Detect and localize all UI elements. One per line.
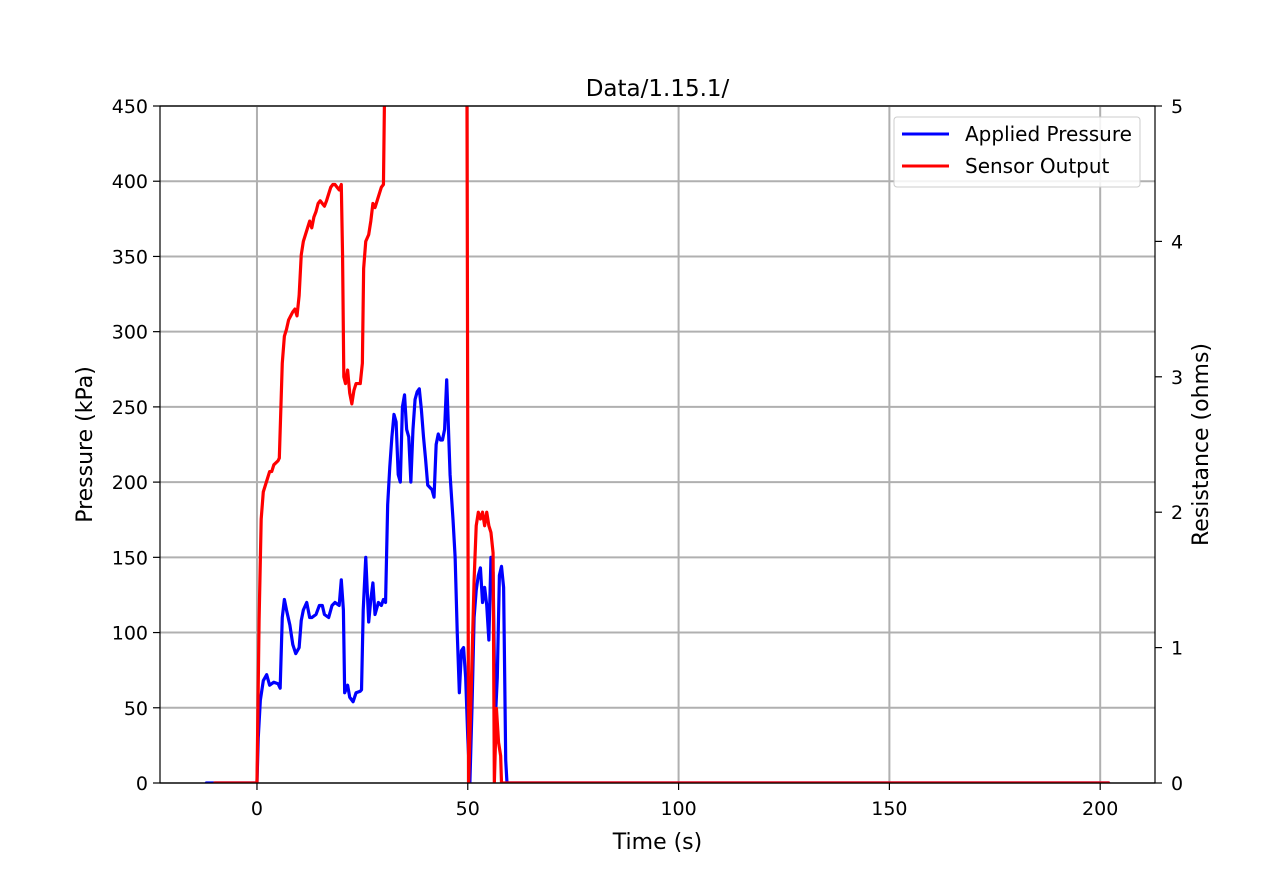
legend-label-sensor-output: Sensor Output (965, 154, 1110, 178)
y2-axis-label: Resistance (ohms) (1189, 343, 1214, 546)
plot-frame (159, 105, 1156, 784)
y-tick-label: 0 (136, 773, 148, 795)
series-line-sensor-output (213, 106, 1111, 783)
y2-tick-label: 3 (1171, 367, 1183, 389)
x-tick-label: 200 (1082, 798, 1118, 820)
y2-tick-label: 5 (1171, 96, 1183, 118)
y-tick-label: 450 (112, 96, 148, 118)
y-tick-label: 150 (112, 547, 148, 569)
x-tick-label: 50 (456, 798, 480, 820)
x-tick-label: 0 (251, 798, 263, 820)
y-tick-label: 300 (112, 322, 148, 344)
y2-tick-label: 0 (1171, 773, 1183, 795)
y-tick-label: 200 (112, 472, 148, 494)
y-tick-label: 50 (124, 698, 148, 720)
y2-tick-label: 2 (1171, 502, 1183, 524)
y2-axis-ticks: 0 1 2 3 4 5 (1155, 96, 1183, 795)
x-axis-label: Time (s) (612, 830, 702, 855)
series-lines (204, 106, 1111, 783)
series-line-applied-pressure (204, 378, 1111, 783)
grid-lines (160, 105, 1155, 784)
y-axis-label: Pressure (kPa) (73, 366, 98, 523)
chart-title: Data/1.15.1/ (586, 76, 730, 102)
x-tick-label: 100 (660, 798, 696, 820)
x-axis-ticks: 0 50 100 150 200 (251, 783, 1118, 820)
y-tick-label: 400 (112, 171, 148, 193)
y-tick-label: 100 (112, 623, 148, 645)
x-tick-label: 150 (871, 798, 907, 820)
y-axis-ticks: 0 50 100 150 200 250 300 350 400 450 (112, 96, 160, 795)
y2-tick-label: 1 (1171, 638, 1183, 660)
y-tick-label: 250 (112, 397, 148, 419)
y-tick-label: 350 (112, 246, 148, 268)
y2-tick-label: 4 (1171, 231, 1183, 253)
legend-box (893, 116, 1141, 188)
legend-label-applied-pressure: Applied Pressure (965, 122, 1132, 146)
legend: Applied Pressure Sensor Output (893, 116, 1141, 188)
